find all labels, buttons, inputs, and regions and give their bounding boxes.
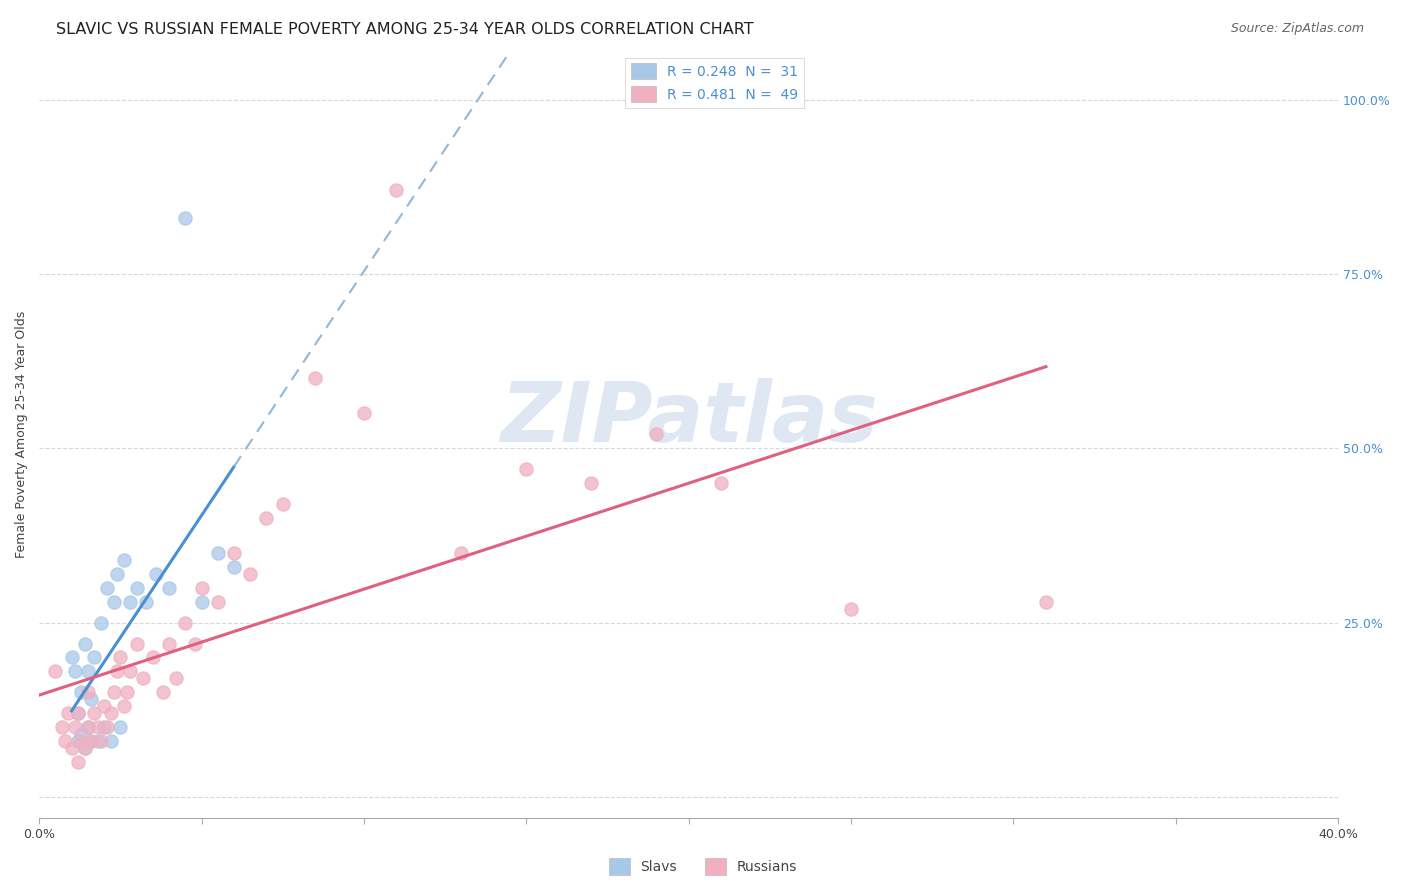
- Point: [118, 665, 141, 679]
- Point: [110, 650, 132, 665]
- Point: [93, 699, 115, 714]
- Point: [132, 672, 155, 686]
- Point: [174, 615, 197, 630]
- Point: [184, 636, 207, 650]
- Point: [222, 546, 245, 560]
- Point: [125, 581, 148, 595]
- Point: [112, 553, 135, 567]
- Point: [581, 476, 603, 491]
- Point: [90, 615, 112, 630]
- Point: [165, 672, 187, 686]
- Point: [190, 581, 212, 595]
- Point: [515, 462, 537, 476]
- Point: [80, 692, 103, 706]
- Point: [103, 685, 125, 699]
- Point: [112, 699, 135, 714]
- Point: [353, 406, 375, 420]
- Point: [76, 720, 98, 734]
- Point: [80, 734, 103, 748]
- Text: SLAVIC VS RUSSIAN FEMALE POVERTY AMONG 25-34 YEAR OLDS CORRELATION CHART: SLAVIC VS RUSSIAN FEMALE POVERTY AMONG 2…: [56, 22, 754, 37]
- Point: [96, 581, 118, 595]
- Point: [207, 595, 229, 609]
- Point: [93, 720, 115, 734]
- Point: [53, 734, 76, 748]
- Point: [100, 734, 122, 748]
- Point: [67, 755, 90, 769]
- Point: [60, 741, 83, 756]
- Point: [256, 511, 278, 525]
- Point: [157, 581, 180, 595]
- Point: [67, 706, 90, 721]
- Point: [86, 720, 108, 734]
- Point: [1035, 595, 1057, 609]
- Point: [76, 685, 98, 699]
- Point: [44, 665, 66, 679]
- Point: [73, 741, 96, 756]
- Point: [115, 685, 138, 699]
- Point: [67, 706, 90, 721]
- Point: [239, 566, 262, 581]
- Text: ZIPatlas: ZIPatlas: [499, 378, 877, 459]
- Point: [80, 734, 103, 748]
- Point: [152, 685, 174, 699]
- Legend: Slavs, Russians: Slavs, Russians: [603, 853, 803, 880]
- Point: [385, 183, 408, 197]
- Point: [67, 734, 90, 748]
- Point: [51, 720, 73, 734]
- Point: [142, 650, 165, 665]
- Point: [60, 650, 83, 665]
- Point: [710, 476, 733, 491]
- Point: [645, 427, 668, 442]
- Point: [70, 685, 93, 699]
- Point: [190, 595, 212, 609]
- Point: [103, 595, 125, 609]
- Point: [105, 665, 128, 679]
- Point: [145, 566, 167, 581]
- Point: [118, 595, 141, 609]
- Point: [83, 650, 105, 665]
- Point: [76, 665, 98, 679]
- Point: [157, 636, 180, 650]
- Point: [174, 211, 197, 225]
- Point: [110, 720, 132, 734]
- Point: [70, 734, 93, 748]
- Point: [63, 720, 86, 734]
- Point: [304, 371, 326, 385]
- Point: [73, 741, 96, 756]
- Point: [83, 706, 105, 721]
- Point: [70, 727, 93, 741]
- Point: [271, 497, 294, 511]
- Legend: R = 0.248  N =  31, R = 0.481  N =  49: R = 0.248 N = 31, R = 0.481 N = 49: [626, 58, 804, 108]
- Text: Source: ZipAtlas.com: Source: ZipAtlas.com: [1230, 22, 1364, 36]
- Point: [73, 636, 96, 650]
- Point: [86, 734, 108, 748]
- Y-axis label: Female Poverty Among 25-34 Year Olds: Female Poverty Among 25-34 Year Olds: [15, 310, 28, 558]
- Point: [90, 734, 112, 748]
- Point: [207, 546, 229, 560]
- Point: [125, 636, 148, 650]
- Point: [100, 706, 122, 721]
- Point: [450, 546, 472, 560]
- Point: [105, 566, 128, 581]
- Point: [839, 601, 862, 615]
- Point: [63, 665, 86, 679]
- Point: [96, 720, 118, 734]
- Point: [58, 706, 80, 721]
- Point: [135, 595, 157, 609]
- Point: [222, 559, 245, 574]
- Point: [76, 720, 98, 734]
